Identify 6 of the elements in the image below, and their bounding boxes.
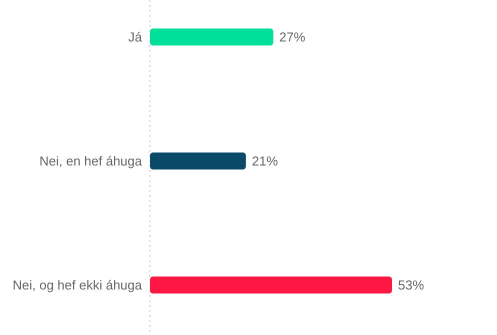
y-tick-label: Já [128, 30, 143, 45]
data-label: 21% [252, 154, 278, 169]
data-label: 53% [398, 278, 424, 293]
y-tick-label: Nei, og hef ekki áhuga [12, 278, 143, 293]
data-label: 27% [279, 30, 306, 45]
y-tick-label: Nei, en hef áhuga [39, 154, 143, 169]
